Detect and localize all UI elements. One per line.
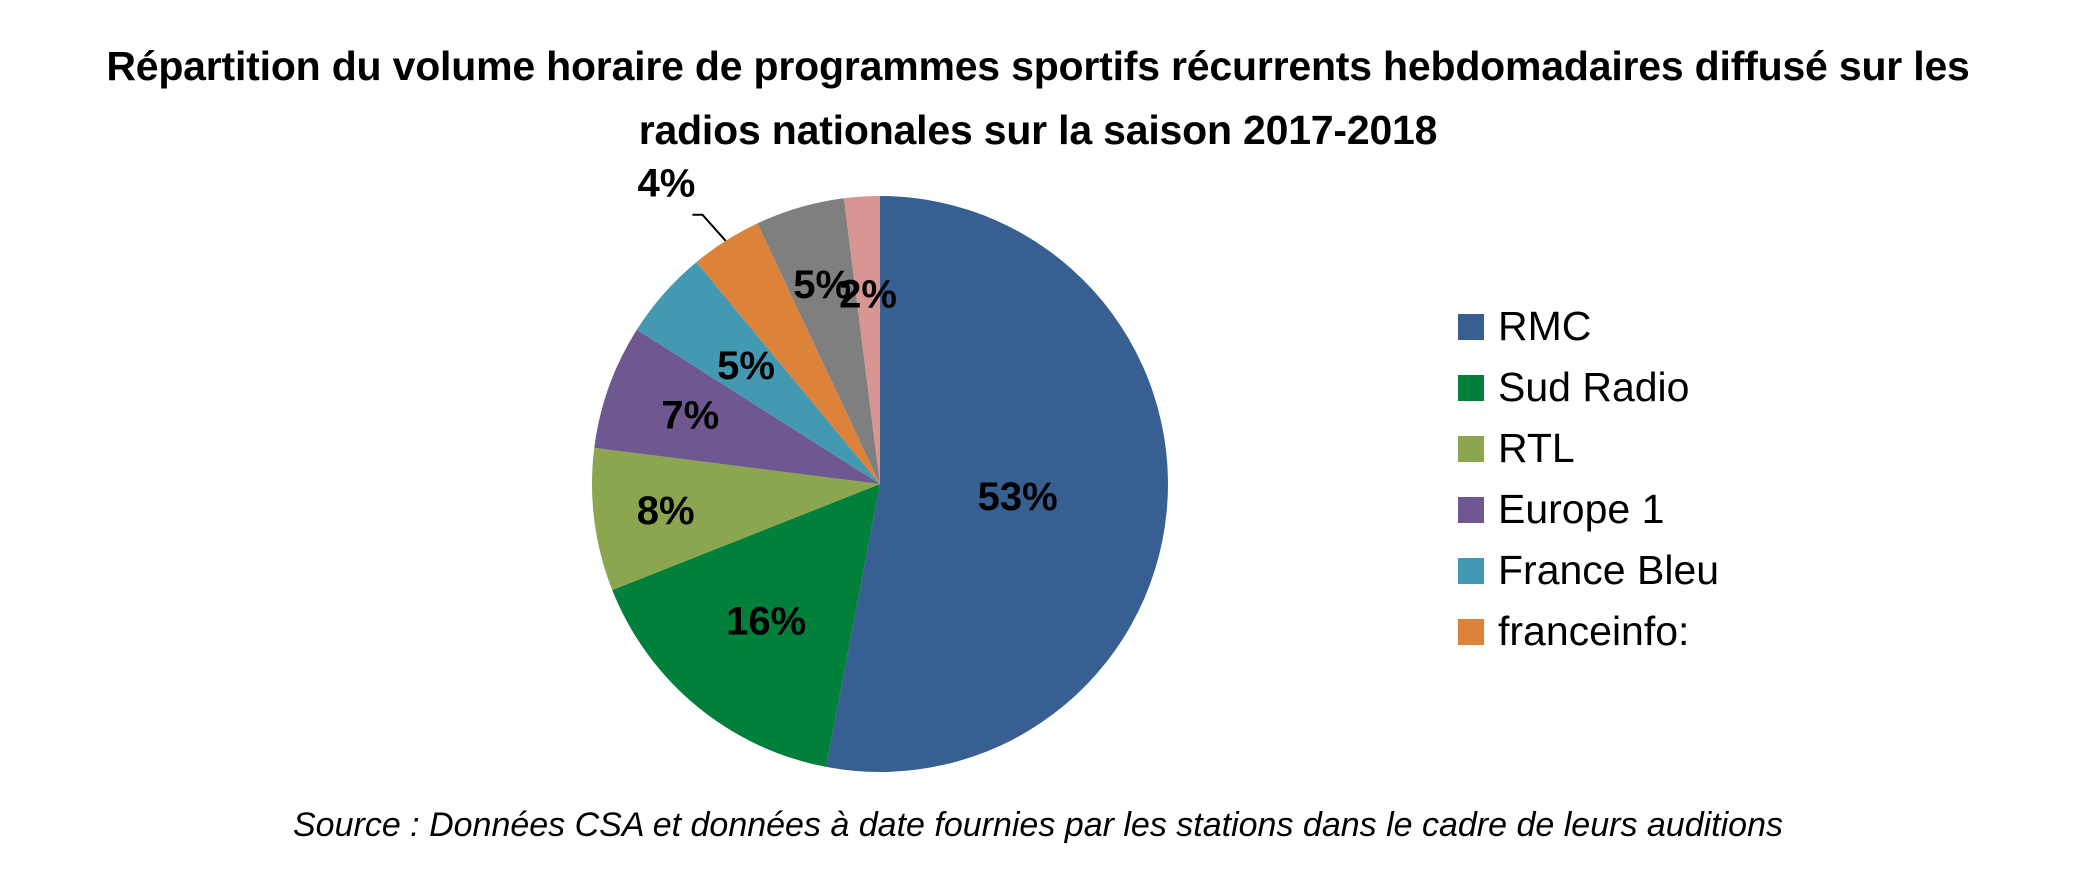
legend-swatch: [1458, 374, 1484, 401]
pie-slice-france-bleu: [636, 262, 880, 484]
pie-slice-sud-radio: [612, 484, 880, 767]
legend-item-franceinfo: franceinfo:: [1458, 601, 1719, 662]
legend-swatch: [1458, 313, 1484, 340]
legend-label: franceinfo:: [1498, 608, 1690, 654]
legend-item-europe-1: Europe 1: [1458, 479, 1719, 540]
chart-legend: RMC Sud Radio RTL Europe 1 France Bleu france…: [1458, 296, 1719, 662]
legend-label: France Bleu: [1498, 547, 1720, 593]
data-label-franceinfo: 4%: [638, 162, 696, 206]
leader-line-franceinfo: [692, 213, 727, 242]
legend-label: Sud Radio: [1498, 364, 1690, 410]
legend-swatch: [1458, 557, 1484, 584]
chart-title-line-1: Répartition du volume horaire de program…: [106, 43, 1970, 89]
data-label-unlabeled-7: 2%: [839, 272, 897, 316]
legend-item-sud-radio: Sud Radio: [1458, 357, 1719, 418]
data-label-unlabeled-6: 5%: [793, 263, 851, 307]
chart-source: Source : Données CSA et données à date f…: [293, 806, 1783, 844]
legend-label: RMC: [1498, 303, 1592, 349]
data-label-rmc: 53%: [978, 475, 1058, 519]
pie-slice-franceinfo: [696, 223, 880, 485]
legend-item-rmc: RMC: [1458, 296, 1719, 357]
data-label-europe-1: 7%: [661, 394, 719, 438]
legend-swatch: [1458, 618, 1484, 645]
chart-title: Répartition du volume horaire de program…: [0, 34, 2076, 162]
chart-title-line-2: radios nationales sur la saison 2017-201…: [638, 107, 1438, 153]
pie-slice-unlabeled-7: [843, 196, 880, 484]
data-label-france-bleu: 5%: [717, 344, 775, 388]
legend-swatch: [1458, 435, 1484, 462]
legend-label: Europe 1: [1498, 486, 1665, 532]
data-label-rtl: 8%: [637, 489, 695, 533]
pie-slices: [592, 196, 1168, 772]
legend-item-rtl: RTL: [1458, 418, 1719, 479]
pie-slice-unlabeled-6: [757, 198, 880, 484]
pie-slice-rmc: [826, 196, 1168, 772]
legend-label: RTL: [1498, 425, 1575, 471]
pie-data-labels: 53%16%8%7%5%4%5%2%: [637, 162, 1058, 644]
pie-slice-rtl: [592, 447, 880, 591]
legend-item-france-bleu: France Bleu: [1458, 540, 1719, 601]
pie-slice-europe-1: [594, 329, 880, 484]
data-label-sud-radio: 16%: [726, 600, 806, 644]
legend-swatch: [1458, 496, 1484, 523]
